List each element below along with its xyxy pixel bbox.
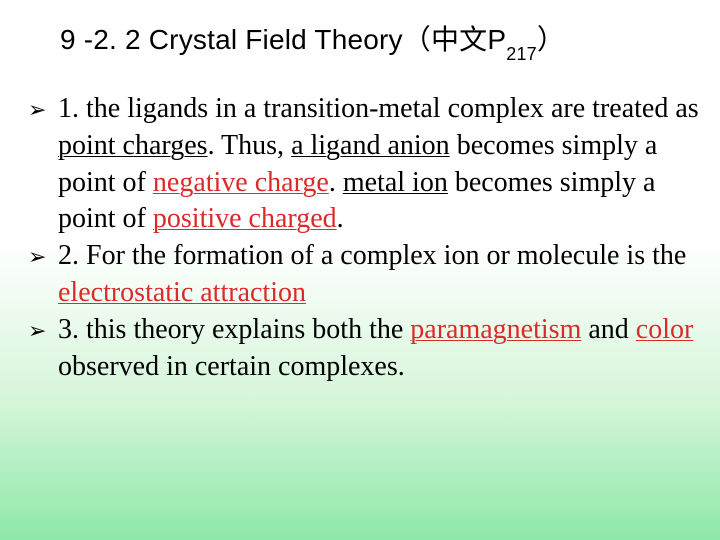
text: observed in certain complexes. [58,351,405,382]
body: ➢ 1. the ligands in a transition-metal c… [28,91,700,387]
title-subscript: 217 [506,44,537,64]
text: 3. this theory explains both the [58,314,410,345]
slide-title: 9 -2. 2 Crystal Field Theory（中文P217） [60,18,700,61]
arrow-bullet-icon: ➢ [28,242,46,271]
highlight-text: paramagnetism [410,314,581,345]
underline-text: metal ion [343,167,448,198]
title-suffix: ） [537,24,565,55]
title-prefix: 9 -2. 2 Crystal Field Theory（中文P [60,24,506,55]
bullet-item-1: ➢ 1. the ligands in a transition-metal c… [28,91,700,239]
highlight-text: negative charge [153,167,329,198]
arrow-bullet-icon: ➢ [28,316,46,345]
text: 1. the ligands in a transition-metal com… [58,93,699,124]
text: and [581,314,635,345]
highlight-text: electrostatic attraction [58,277,306,308]
slide: 9 -2. 2 Crystal Field Theory（中文P217） ➢ 1… [0,0,720,540]
arrow-bullet-icon: ➢ [28,95,46,124]
text: . [329,167,343,198]
underline-text: point charges [58,130,208,161]
bullet-item-3: ➢ 3. this theory explains both the param… [28,312,700,386]
text: . [337,203,344,234]
text: . Thus, [208,130,292,161]
highlight-text: positive charged [153,203,337,234]
text: 2. For the formation of a complex ion or… [58,240,686,271]
underline-text: a ligand anion [291,130,450,161]
bullet-item-2: ➢ 2. For the formation of a complex ion … [28,238,700,312]
highlight-text: color [636,314,694,345]
